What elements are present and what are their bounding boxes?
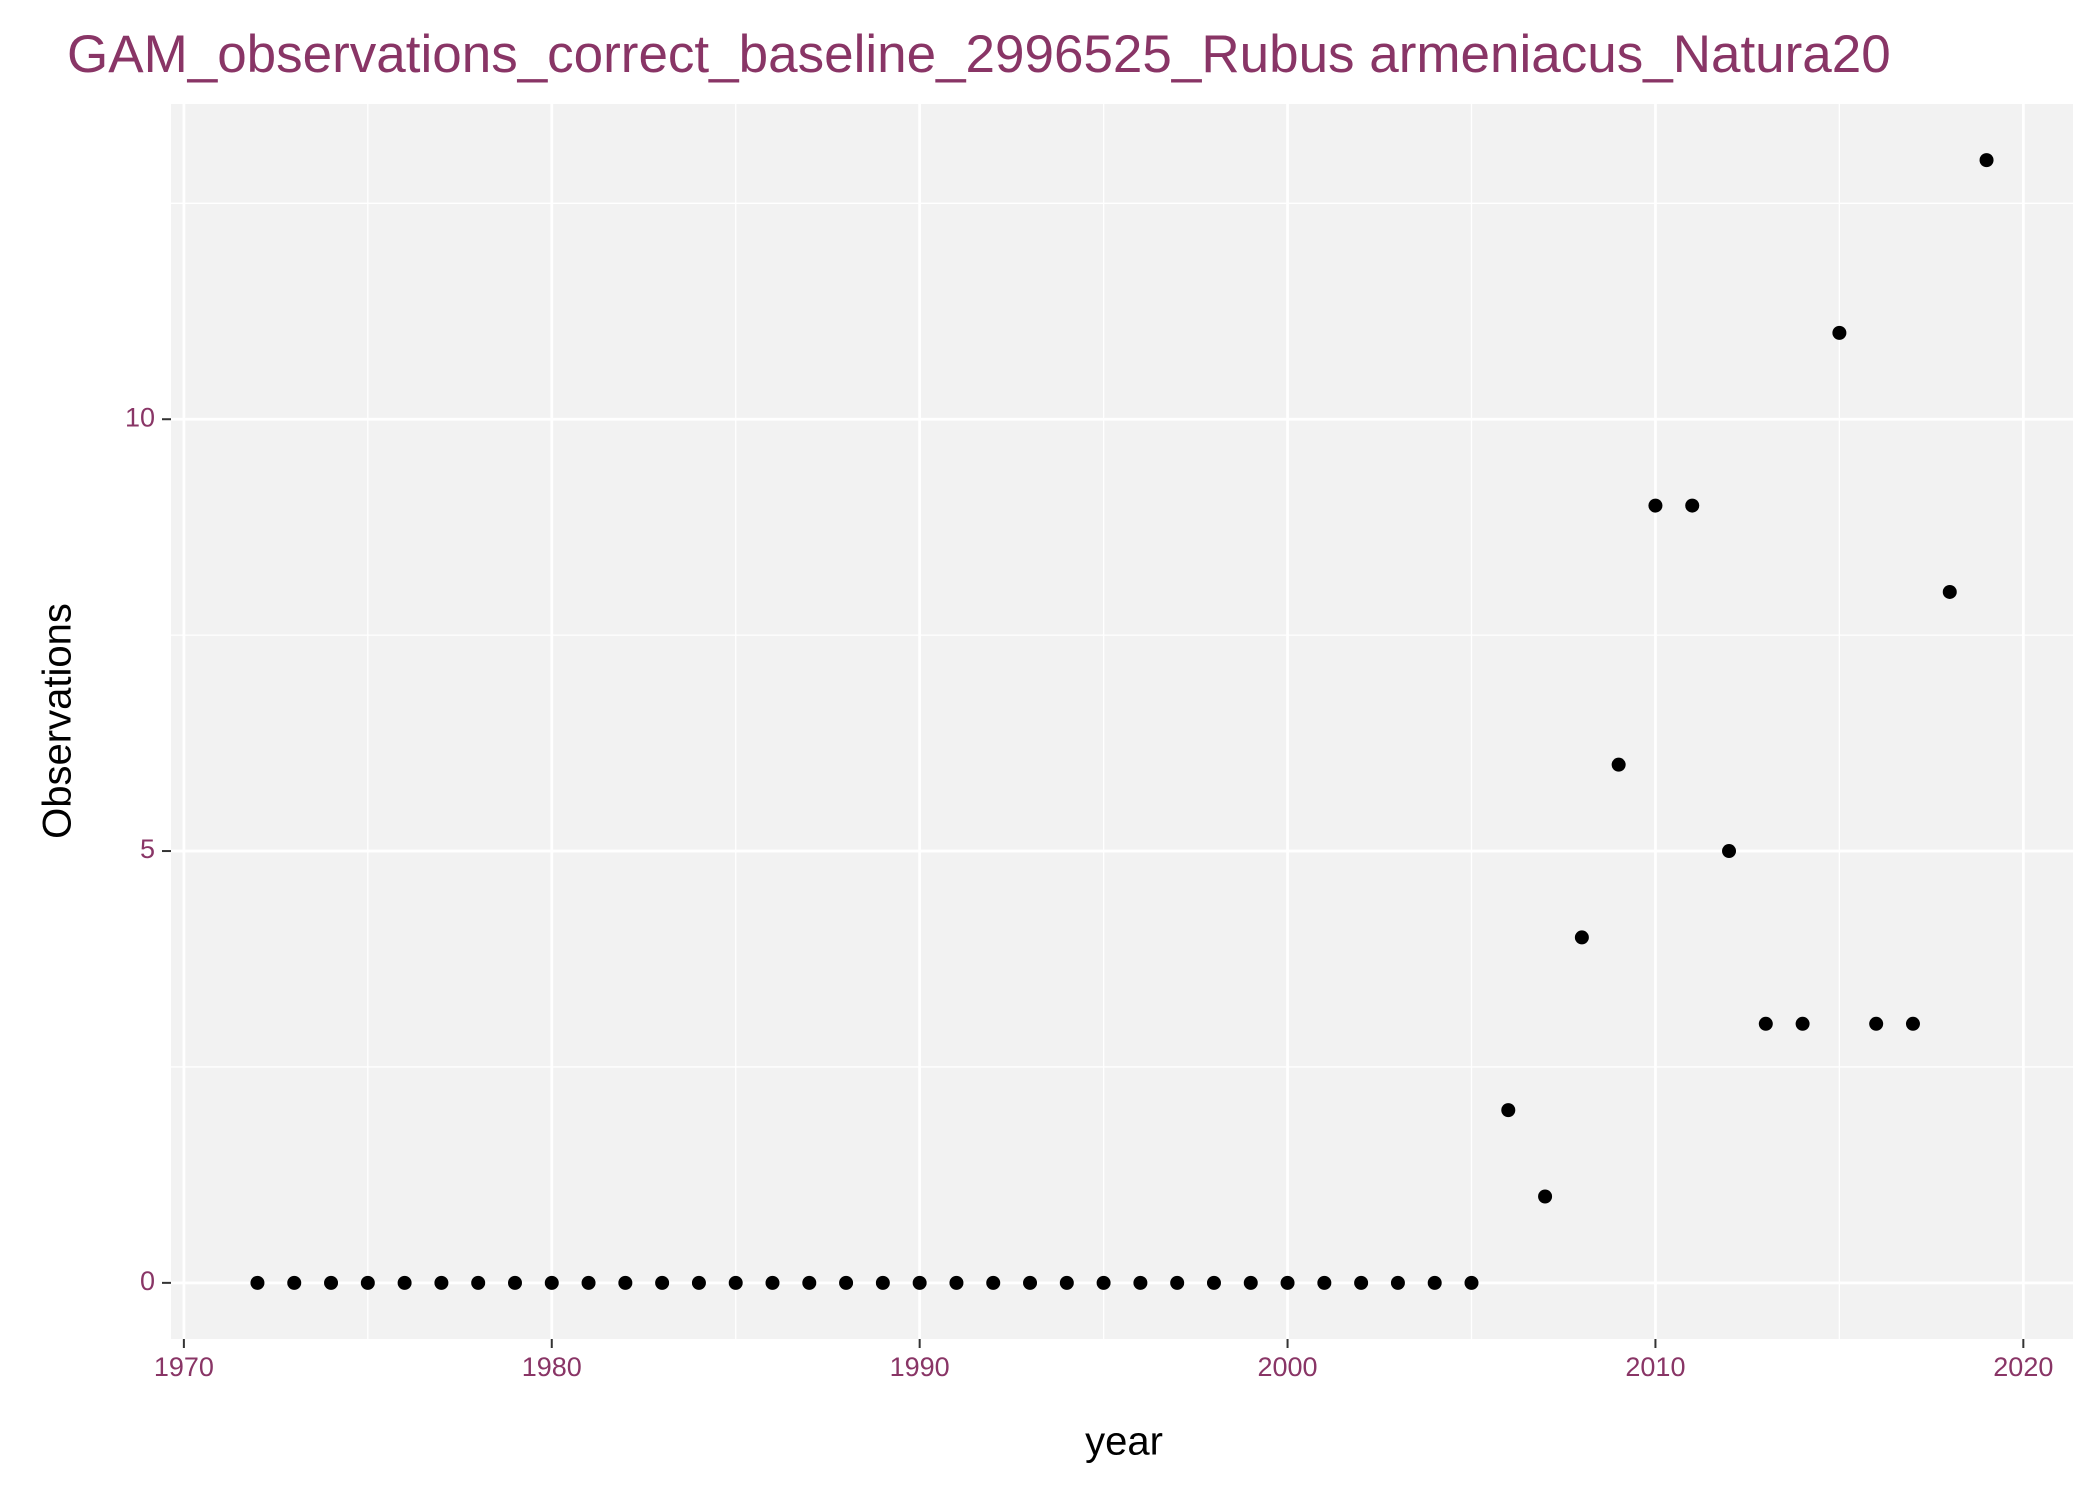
point xyxy=(1096,1275,1111,1290)
point xyxy=(949,1275,964,1290)
point xyxy=(1390,1275,1405,1290)
point xyxy=(912,1275,927,1290)
point xyxy=(1832,325,1847,340)
x-tick-label: 1980 xyxy=(522,1352,582,1382)
point xyxy=(1427,1275,1442,1290)
point xyxy=(1611,757,1626,772)
point xyxy=(1170,1275,1185,1290)
point xyxy=(1795,1016,1810,1031)
x-tick-label: 2010 xyxy=(1625,1352,1685,1382)
x-tick-label: 1970 xyxy=(154,1352,214,1382)
chart-title: GAM_observations_correct_baseline_299652… xyxy=(67,25,1891,84)
point xyxy=(1354,1275,1369,1290)
x-tick-label: 2000 xyxy=(1258,1352,1318,1382)
x-axis-title: year xyxy=(1085,1420,1163,1464)
point xyxy=(1942,584,1957,599)
point xyxy=(1869,1016,1884,1031)
point xyxy=(986,1275,1001,1290)
point xyxy=(1979,153,1994,168)
panel xyxy=(171,104,2073,1339)
point xyxy=(360,1275,375,1290)
point xyxy=(839,1275,854,1290)
point xyxy=(1648,498,1663,513)
x-tick-label: 1990 xyxy=(890,1352,950,1382)
point xyxy=(287,1275,302,1290)
point xyxy=(1059,1275,1074,1290)
y-tick-label: 5 xyxy=(140,834,155,864)
point xyxy=(1280,1275,1295,1290)
point xyxy=(1574,930,1589,945)
point xyxy=(802,1275,817,1290)
point xyxy=(655,1275,670,1290)
point xyxy=(765,1275,780,1290)
point xyxy=(581,1275,596,1290)
point xyxy=(397,1275,412,1290)
point xyxy=(728,1275,743,1290)
point xyxy=(1206,1275,1221,1290)
point xyxy=(618,1275,633,1290)
point xyxy=(434,1275,449,1290)
point xyxy=(1464,1275,1479,1290)
point xyxy=(1023,1275,1038,1290)
point xyxy=(544,1275,559,1290)
point xyxy=(1538,1189,1553,1204)
point xyxy=(1722,844,1737,859)
point xyxy=(471,1275,486,1290)
y-tick-label: 10 xyxy=(125,402,155,432)
point xyxy=(1685,498,1700,513)
point xyxy=(1133,1275,1148,1290)
y-axis-title: Observations xyxy=(36,603,80,839)
y-tick-label: 0 xyxy=(140,1266,155,1296)
point xyxy=(1501,1103,1516,1118)
point xyxy=(507,1275,522,1290)
x-tick-label: 2020 xyxy=(1993,1352,2053,1382)
point xyxy=(1317,1275,1332,1290)
point xyxy=(691,1275,706,1290)
point xyxy=(1758,1016,1773,1031)
point xyxy=(1243,1275,1258,1290)
point xyxy=(1905,1016,1920,1031)
point xyxy=(324,1275,339,1290)
point xyxy=(250,1275,265,1290)
point xyxy=(875,1275,890,1290)
